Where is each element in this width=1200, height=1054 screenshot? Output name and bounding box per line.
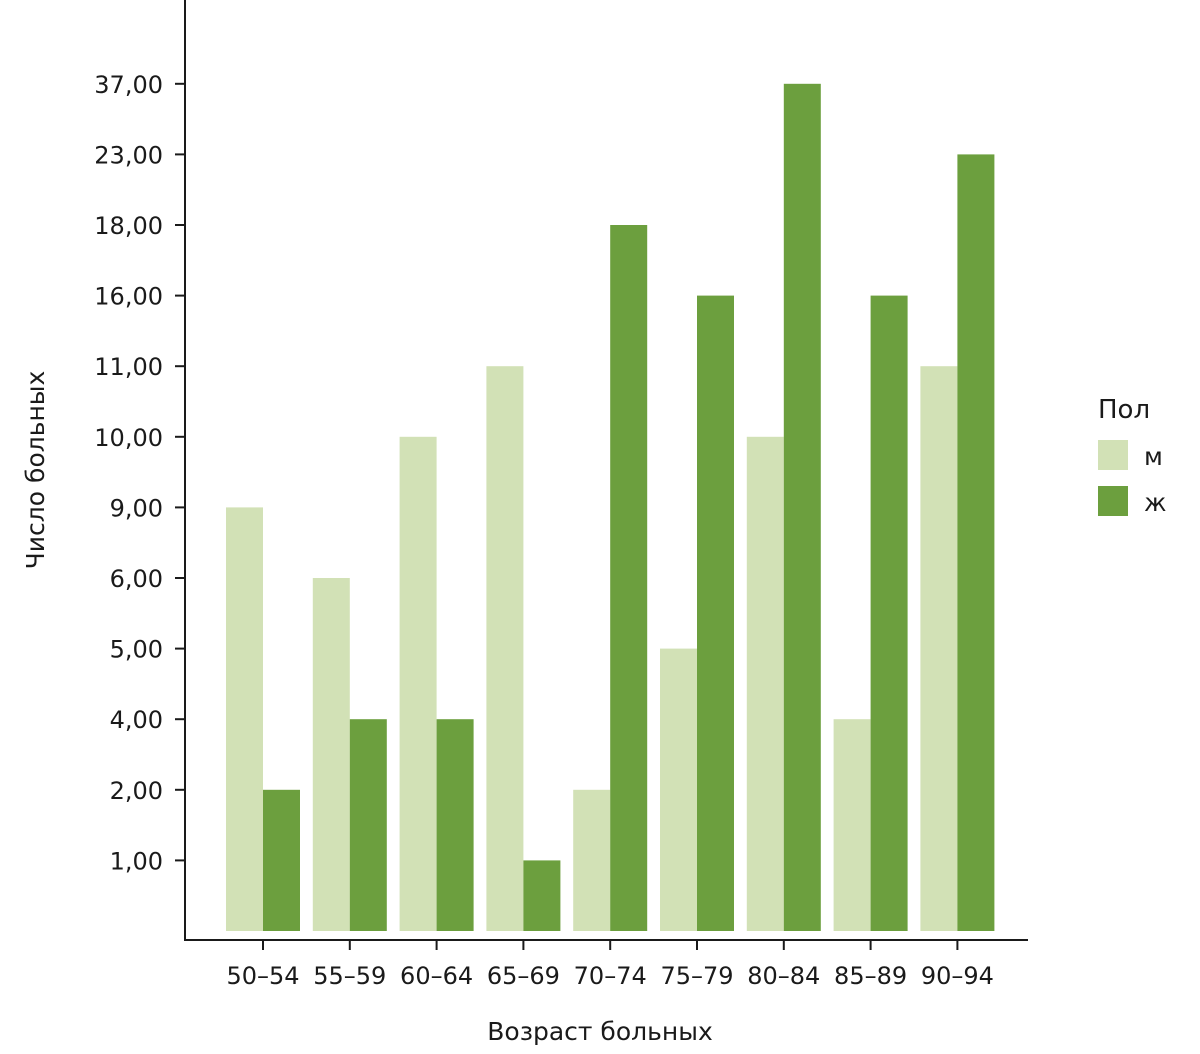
y-tick-label: 10,00 <box>94 424 163 452</box>
x-axis-ticks: 50–54 55–59 60–64 65–69 70–74 75–79 80–84 85–89… <box>226 940 994 990</box>
bar-zh <box>870 295 908 932</box>
bar-m <box>833 719 871 931</box>
legend-label: ж <box>1144 488 1167 517</box>
bar-m <box>399 436 437 931</box>
y-axis-ticks: 1,00 2,00 4,00 5,00 6,00 9,00 10,00 11,00 16,00 1… <box>94 71 185 875</box>
y-tick-label: 2,00 <box>110 777 163 805</box>
y-tick-label: 6,00 <box>110 565 163 593</box>
y-axis-title: Число больных <box>21 371 50 570</box>
legend-title: Пол <box>1098 395 1150 425</box>
y-tick-label: 4,00 <box>110 706 163 734</box>
y-tick-label: 1,00 <box>110 847 163 875</box>
bar-m <box>226 507 263 931</box>
bar-zh <box>783 83 821 932</box>
y-tick-label: 9,00 <box>110 494 163 522</box>
y-tick-label: 37,00 <box>94 71 163 99</box>
legend-label: м <box>1144 442 1163 471</box>
x-tick-label: 60–64 <box>400 962 473 990</box>
x-tick-label: 75–79 <box>660 962 733 990</box>
x-tick-label: 85–89 <box>834 962 907 990</box>
y-tick-label: 16,00 <box>94 283 163 311</box>
x-tick-label: 65–69 <box>487 962 560 990</box>
x-tick-label: 70–74 <box>574 962 647 990</box>
legend: Пол мж <box>1098 395 1167 517</box>
legend-swatch <box>1098 440 1128 470</box>
bar-m <box>486 366 524 931</box>
y-tick-label: 23,00 <box>94 141 163 169</box>
bar-m <box>746 436 784 931</box>
y-tick-label: 5,00 <box>110 636 163 664</box>
x-axis-title: Возраст больных <box>487 1017 713 1046</box>
bar-zh <box>523 860 561 931</box>
bar-m <box>573 789 611 931</box>
bar-m <box>660 648 697 931</box>
bar-m <box>920 366 958 931</box>
bar-zh <box>263 789 300 931</box>
bar-zh <box>697 295 734 932</box>
bars-group <box>226 83 995 932</box>
x-tick-label: 90–94 <box>921 962 994 990</box>
bar-m <box>312 578 350 931</box>
bar-zh <box>610 225 648 931</box>
bar-zh <box>349 719 387 931</box>
y-tick-label: 11,00 <box>94 353 163 381</box>
legend-swatch <box>1098 486 1128 516</box>
x-tick-label: 80–84 <box>747 962 820 990</box>
x-tick-label: 55–59 <box>313 962 386 990</box>
bar-zh <box>436 719 474 931</box>
x-tick-label: 50–54 <box>226 962 299 990</box>
bar-zh <box>957 154 995 931</box>
y-tick-label: 18,00 <box>94 212 163 240</box>
